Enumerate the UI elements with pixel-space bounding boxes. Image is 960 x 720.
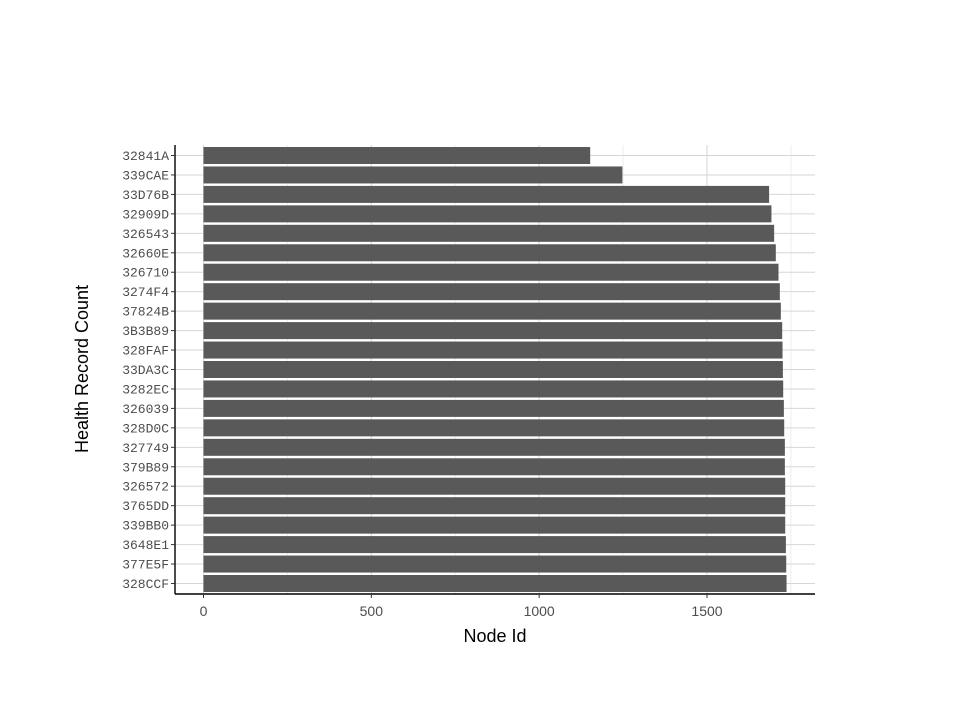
y-tick-label: 32660E <box>122 246 169 261</box>
y-tick-label: 328CCF <box>122 577 169 592</box>
bar-377E5F <box>203 555 787 573</box>
bar-3B3B89 <box>203 322 783 340</box>
bar-326710 <box>203 263 779 281</box>
bar-32909D <box>203 205 772 223</box>
y-tick-label: 339CAE <box>122 168 169 183</box>
bar-326543 <box>203 224 775 242</box>
bar-3648E1 <box>203 536 786 554</box>
x-tick-label: 500 <box>360 603 384 619</box>
y-tick-label: 326710 <box>122 266 169 281</box>
y-axis-title: Health Record Count <box>72 285 92 453</box>
bar-32660E <box>203 244 776 262</box>
bar-32841A <box>203 147 591 164</box>
y-tick-label: 327749 <box>122 441 169 456</box>
bar-37824B <box>203 302 781 320</box>
bar-328D0C <box>203 419 785 437</box>
y-tick-label: 377E5F <box>122 558 169 573</box>
y-tick-label: 3648E1 <box>122 538 169 553</box>
y-tick-label: 339BB0 <box>122 519 169 534</box>
x-axis-title: Node Id <box>463 626 526 646</box>
bar-326572 <box>203 477 786 495</box>
y-tick-label: 33DA3C <box>122 363 169 378</box>
y-tick-label: 3765DD <box>122 499 169 514</box>
bar-3765DD <box>203 497 786 515</box>
tick-labels: 32841A 339CAE 33D76B 32909D 326543 32660E 3267… <box>122 149 723 619</box>
bar-379B89 <box>203 458 785 476</box>
y-tick-label: 3282EC <box>122 382 169 397</box>
y-tick-label: 32841A <box>122 149 169 164</box>
y-tick-label: 3B3B89 <box>122 324 169 339</box>
y-tick-label: 32909D <box>122 207 169 222</box>
y-tick-label: 328FAF <box>122 344 169 359</box>
y-tick-label: 326543 <box>122 227 169 242</box>
y-tick-label: 328D0C <box>122 421 169 436</box>
bar-339BB0 <box>203 516 786 534</box>
y-tick-label: 326039 <box>122 402 169 417</box>
bar-326039 <box>203 399 784 417</box>
bar-3274F4 <box>203 283 780 301</box>
y-tick-label: 3274F4 <box>122 285 169 300</box>
bar-33D76B <box>203 185 770 203</box>
bar-33DA3C <box>203 361 783 378</box>
x-tick-label: 1000 <box>524 603 555 619</box>
bar-3282EC <box>203 380 784 398</box>
bar-328CCF <box>203 575 787 592</box>
bar-327749 <box>203 438 785 456</box>
y-tick-label: 326572 <box>122 480 169 495</box>
bar-339CAE <box>203 166 623 184</box>
bar-328FAF <box>203 341 783 359</box>
x-tick-label: 0 <box>200 603 208 619</box>
y-tick-label: 37824B <box>122 305 169 320</box>
y-tick-label: 33D76B <box>122 188 169 203</box>
bars <box>203 147 787 592</box>
y-tick-label: 379B89 <box>122 460 169 475</box>
x-tick-label: 1500 <box>691 603 722 619</box>
